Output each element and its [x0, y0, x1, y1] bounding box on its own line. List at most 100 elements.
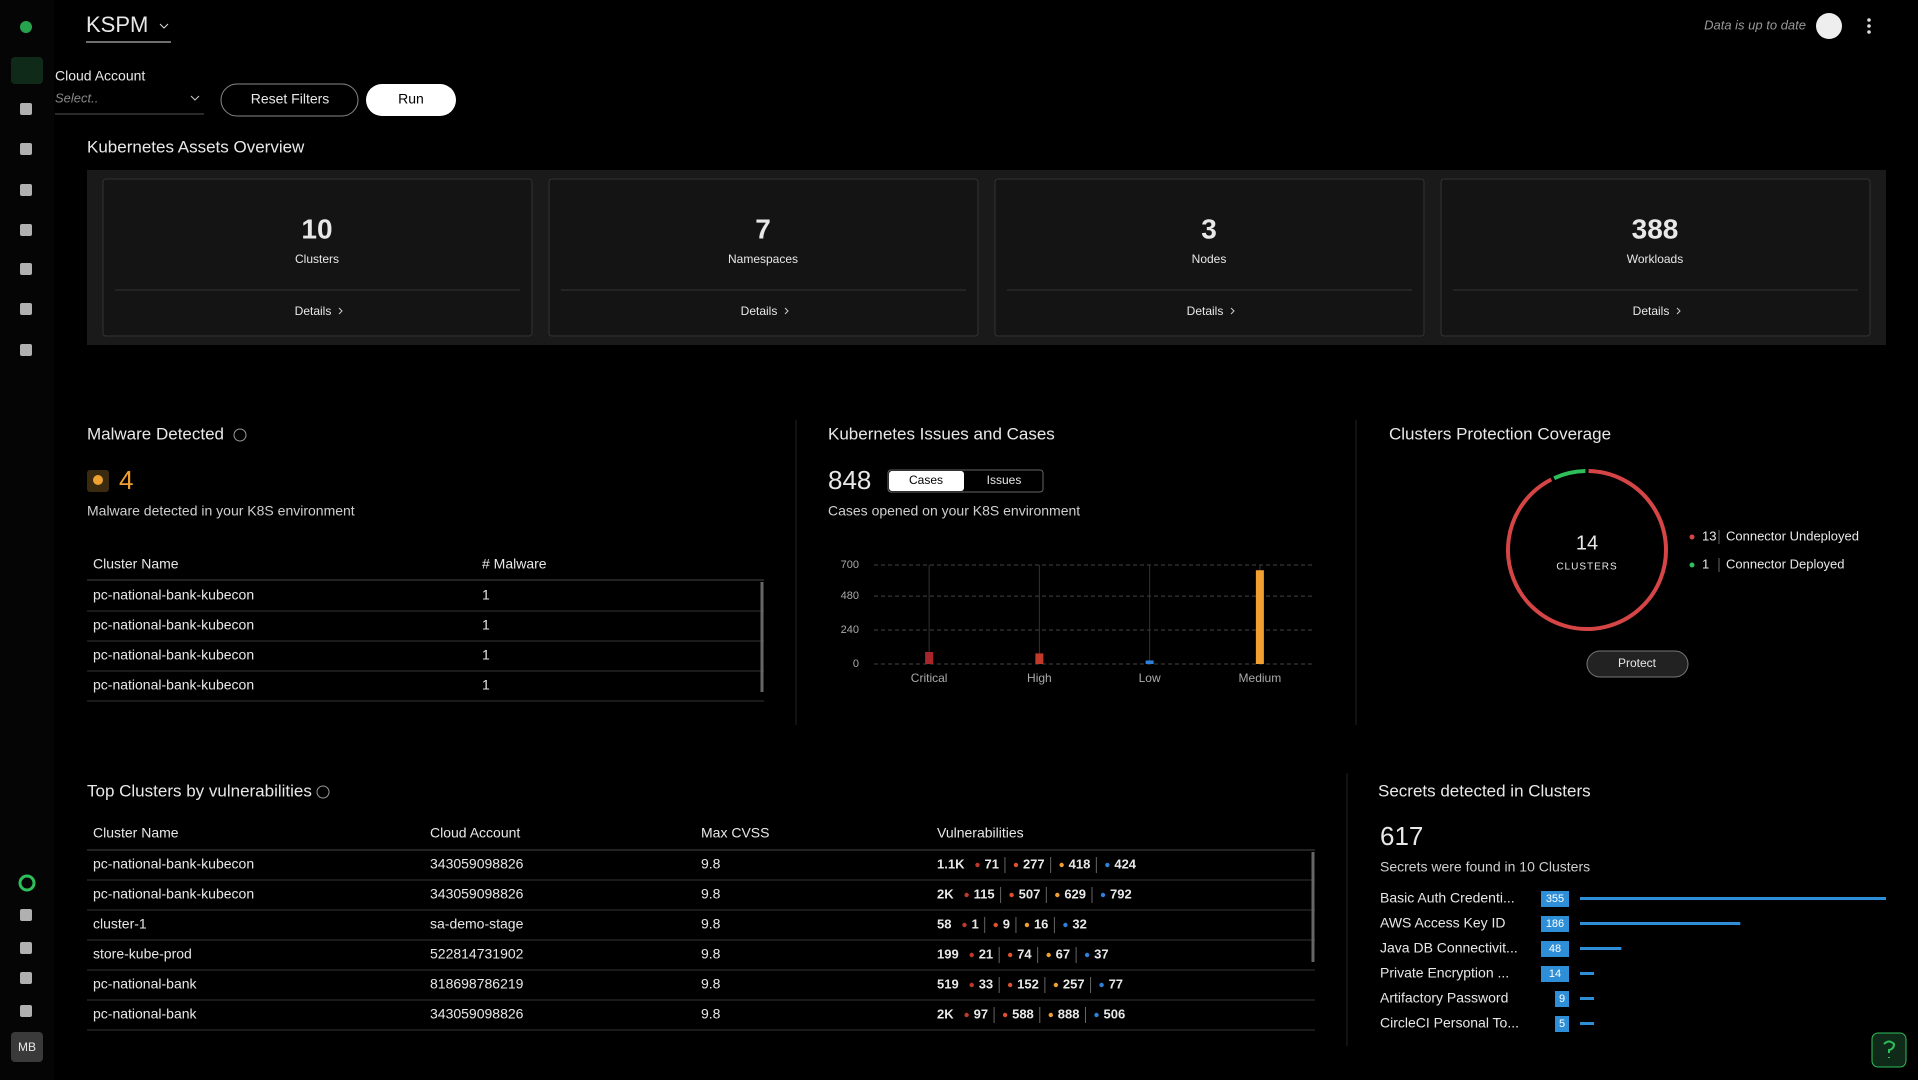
details-link: Details: [1633, 304, 1670, 318]
secrets-description: Secrets were found in 10 Clusters: [1380, 859, 1590, 875]
issues-total: 848: [828, 465, 871, 495]
count: 519: [937, 976, 959, 991]
column-header: Max CVSS: [701, 825, 769, 841]
secret-name: Java DB Connectivit...: [1380, 940, 1518, 956]
nav-icon[interactable]: [20, 344, 32, 356]
column-header: Cluster Name: [93, 556, 179, 572]
title-dropdown[interactable]: [159, 23, 169, 29]
menu-dot[interactable]: [1867, 18, 1871, 22]
count: 506: [1104, 1006, 1126, 1021]
nav-icon[interactable]: [20, 909, 32, 921]
protect-label: Protect: [1618, 656, 1657, 670]
cell: pc-national-bank: [93, 976, 198, 992]
bar: [1580, 922, 1741, 925]
severity-dot: [1084, 952, 1090, 958]
severity-dot: [1002, 1012, 1008, 1018]
nav-icon[interactable]: [20, 143, 32, 155]
cell: 343059098826: [430, 886, 524, 902]
cell: 1: [482, 647, 490, 663]
cell: 9.8: [701, 946, 721, 962]
bar: [1580, 947, 1622, 950]
nav-icon[interactable]: [20, 972, 32, 984]
legend-count: 1: [1702, 556, 1709, 571]
x-tick-label: High: [1027, 671, 1052, 685]
x-tick-label: Low: [1139, 671, 1161, 685]
count: 1: [971, 916, 978, 931]
select-arrow[interactable]: [190, 95, 200, 101]
details-chevron[interactable]: [784, 307, 789, 315]
count: 199: [937, 946, 959, 961]
cell: 9.8: [701, 1006, 721, 1022]
tab-active[interactable]: [889, 471, 964, 491]
bar: [1255, 570, 1264, 664]
nav-icon[interactable]: [20, 1005, 32, 1017]
count: 37: [1094, 946, 1108, 961]
donut-slice: [1553, 469, 1586, 480]
nav-icon[interactable]: [20, 184, 32, 196]
legend-dot: [1689, 534, 1695, 540]
menu-dot[interactable]: [1867, 30, 1871, 34]
malware-icon-dot: [93, 475, 103, 485]
page-title: KSPM: [86, 12, 148, 37]
count: 74: [1017, 946, 1032, 961]
secret-name: CircleCI Personal To...: [1380, 1015, 1519, 1031]
protect-button[interactable]: [1586, 650, 1689, 678]
column-header: Cluster Name: [93, 825, 179, 841]
severity-dot: [1063, 922, 1068, 928]
asset-count: 7: [755, 213, 771, 244]
count: 888: [1058, 1006, 1080, 1021]
bar: [1580, 1022, 1594, 1025]
count-badge-label: 186: [1546, 918, 1564, 930]
severity-dot: [1100, 892, 1106, 898]
sidebar: [0, 0, 54, 1080]
reset-label: Reset Filters: [251, 91, 330, 107]
secret-name: Basic Auth Credenti...: [1380, 890, 1515, 906]
count: 58: [937, 916, 951, 931]
menu-dot[interactable]: [1867, 24, 1871, 28]
count-badge-label: 14: [1549, 968, 1561, 980]
brand-icon: [18, 874, 36, 892]
count: 277: [1023, 856, 1045, 871]
bar: [925, 651, 934, 664]
details-chevron[interactable]: [338, 307, 343, 315]
y-tick-label: 480: [841, 590, 859, 602]
help-icon[interactable]: [316, 785, 330, 799]
run-button[interactable]: [366, 84, 456, 116]
count-badge-label: 355: [1546, 893, 1564, 905]
cell: pc-national-bank: [93, 1006, 198, 1022]
section-title: Clusters Protection Coverage: [1389, 424, 1611, 443]
cell: pc-national-bank-kubecon: [93, 856, 254, 872]
status-button[interactable]: [1816, 13, 1842, 39]
nav-active: [11, 57, 43, 84]
x-tick-label: Medium: [1239, 671, 1282, 685]
count: 67: [1056, 946, 1070, 961]
nav-icon[interactable]: [20, 303, 32, 315]
count: 629: [1064, 886, 1086, 901]
bar: [1145, 660, 1154, 664]
x-tick-label: Critical: [911, 671, 948, 685]
nav-icon[interactable]: [20, 224, 32, 236]
cell: 9.8: [701, 976, 721, 992]
donut-label: CLUSTERS: [1556, 562, 1617, 573]
avatar-box[interactable]: [11, 1032, 43, 1062]
help-icon[interactable]: [233, 428, 247, 442]
severity-dot: [1009, 892, 1014, 898]
cell: 9.8: [701, 916, 721, 932]
nav-icon[interactable]: [20, 263, 32, 275]
details-chevron[interactable]: [1676, 307, 1681, 315]
severity-dot: [975, 862, 980, 868]
details-chevron[interactable]: [1230, 307, 1235, 315]
nav-icon[interactable]: [20, 21, 32, 33]
nav-icon[interactable]: [20, 942, 32, 954]
tab: Cases: [909, 473, 943, 487]
section-title: Kubernetes Issues and Cases: [828, 424, 1055, 443]
reset-button[interactable]: [220, 83, 359, 117]
severity-dot: [1053, 982, 1059, 988]
legend-label: Connector Undeployed: [1726, 528, 1859, 543]
count: 21: [979, 946, 993, 961]
count-badge: [1541, 891, 1569, 907]
severity-dot: [1024, 922, 1030, 928]
nav-icon[interactable]: [20, 103, 32, 115]
